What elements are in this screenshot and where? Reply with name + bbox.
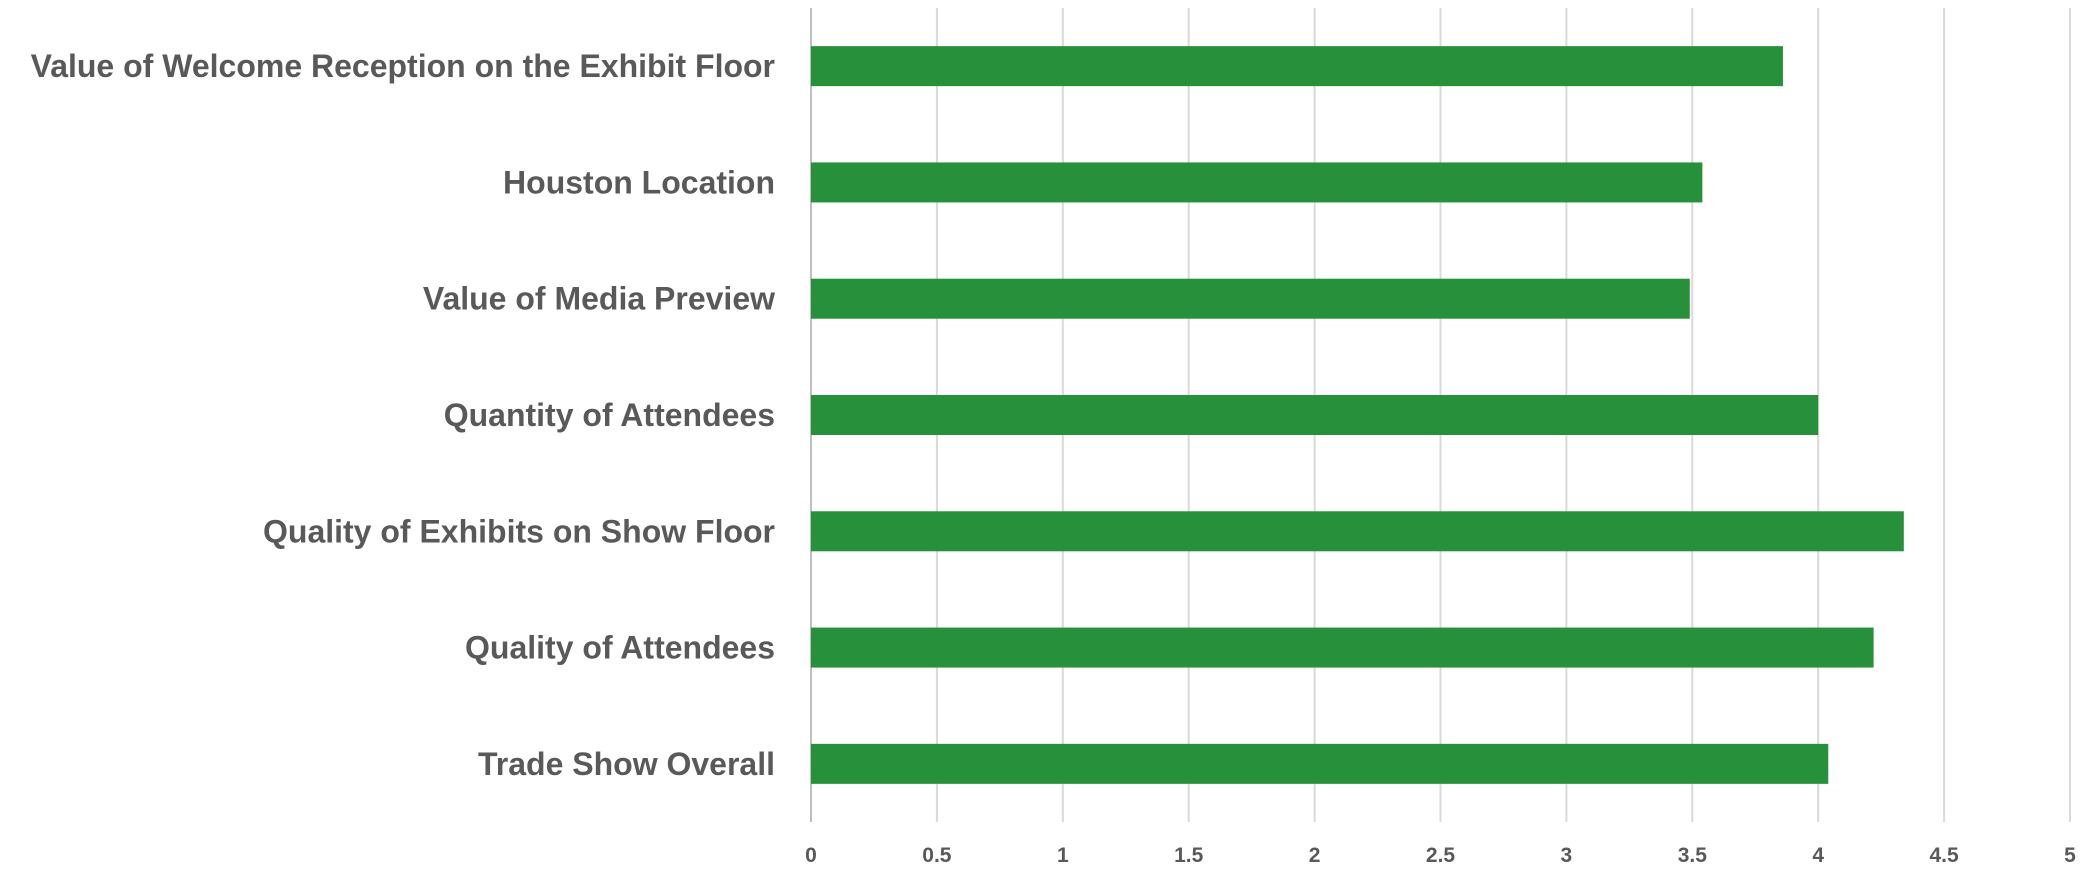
- bar: [811, 46, 1783, 87]
- x-tick-label: 4: [1812, 844, 1824, 867]
- category-label: Quality of Exhibits on Show Floor: [263, 513, 775, 549]
- bar: [811, 162, 1703, 203]
- bar: [811, 278, 1690, 319]
- x-tick-label: 4.5: [1929, 844, 1959, 867]
- x-tick-label: 1: [1057, 844, 1069, 867]
- x-tick-label: 5: [2064, 844, 2076, 867]
- x-axis-ticks: 0 0.5 1 1.5 2 2.5 3 3.5 4 4.5 5: [805, 844, 2076, 867]
- x-tick-label: 3.5: [1678, 844, 1708, 867]
- category-label: Value of Media Preview: [423, 281, 775, 317]
- bars: [811, 46, 1904, 784]
- category-label: Houston Location: [503, 164, 775, 200]
- x-tick-label: 2: [1309, 844, 1321, 867]
- category-labels: Value of Welcome Reception on the Exhibi…: [31, 48, 776, 782]
- bar: [811, 395, 1819, 435]
- bar: [811, 627, 1874, 668]
- x-tick-label: 0.5: [922, 844, 952, 867]
- x-tick-label: 1.5: [1174, 844, 1204, 867]
- x-tick-label: 3: [1561, 844, 1573, 867]
- bar: [811, 511, 1904, 552]
- category-label: Quality of Attendees: [465, 630, 775, 666]
- category-label: Value of Welcome Reception on the Exhibi…: [31, 48, 775, 84]
- x-tick-label: 2.5: [1426, 844, 1456, 867]
- x-tick-label: 0: [805, 844, 817, 867]
- category-label: Trade Show Overall: [478, 746, 775, 782]
- bar: [811, 743, 1829, 784]
- category-label: Quantity of Attendees: [444, 397, 775, 433]
